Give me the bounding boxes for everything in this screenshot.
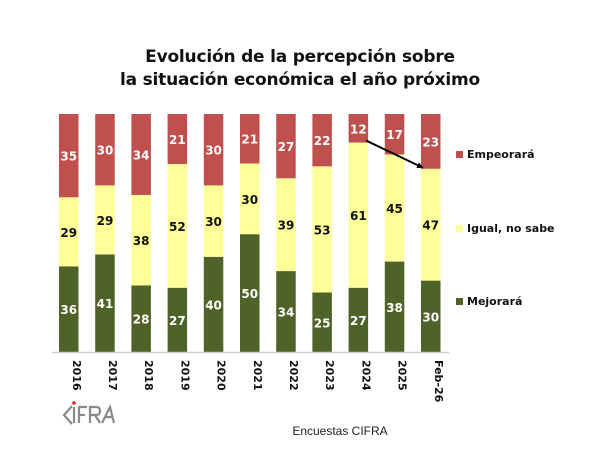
value-label: 30	[422, 310, 439, 324]
value-label: 39	[278, 219, 295, 233]
value-label: 29	[97, 214, 114, 228]
value-label: 45	[386, 202, 403, 216]
chart-title-line-2: la situación económica el año próximo	[119, 70, 480, 90]
value-label: 30	[241, 193, 258, 207]
bar-segment-empeorar--2020	[203, 114, 224, 186]
x-tick-label: 2021	[251, 360, 264, 391]
bar-segment-igual-no-sabe-2017	[95, 185, 115, 255]
value-label: 27	[350, 314, 367, 328]
bar-segment-igual-no-sabe-2023	[312, 166, 332, 293]
value-label: 52	[169, 220, 186, 234]
legend-swatch-mejorara	[456, 298, 463, 305]
x-tick-label: 2025	[396, 360, 409, 391]
bar-segment-mejorar--2018	[131, 285, 151, 352]
x-tick-label: 2018	[142, 360, 155, 391]
value-label: 38	[133, 234, 150, 248]
value-label: 27	[169, 314, 186, 328]
value-label: 61	[350, 209, 367, 223]
bar-segment-empeorar--2022	[276, 114, 296, 179]
x-tick-label: 2020	[215, 360, 228, 391]
value-label: 29	[60, 226, 77, 240]
value-label: 21	[169, 133, 186, 147]
chart-title: Evolución de la percepción sobre la situ…	[0, 46, 600, 92]
value-label: 12	[350, 122, 367, 136]
value-label: 30	[205, 144, 222, 158]
legend-item-empeorara: Empeorará	[456, 148, 535, 161]
value-label: 17	[386, 128, 403, 142]
value-label: 34	[133, 148, 150, 162]
bar-segment-mejorar--2019	[167, 287, 188, 352]
bar-segment-mejorar--2020	[203, 256, 224, 352]
value-label: 25	[314, 316, 331, 330]
x-tick-label: 2016	[70, 360, 83, 391]
value-label: 34	[278, 306, 295, 320]
x-tick-labels-group: 2016 2017 2018 2019 2020 2021 2022 2023 2024 2025…	[70, 360, 445, 403]
value-label: 38	[386, 301, 403, 315]
bar-segment-empeorar--feb-26	[421, 114, 441, 169]
x-tick-label: 2022	[287, 360, 300, 391]
bar-segment-igual-no-sabe-2016	[59, 197, 79, 267]
value-label: 40	[205, 298, 222, 312]
x-tick-label: 2017	[106, 360, 119, 391]
value-label: 21	[241, 133, 258, 147]
bar-segment-mejorar--2024	[348, 287, 369, 352]
bar-segment-empeorar--2017	[95, 114, 115, 186]
bar-segment-empeorar--2024	[348, 114, 369, 143]
bar-segment-igual-no-sabe-2024	[348, 142, 369, 288]
value-label: 22	[314, 134, 331, 148]
bar-segment-empeorar--2018	[131, 114, 151, 195]
bar-segment-empeorar--2016	[59, 114, 79, 198]
bar-segment-mejorar--feb-26	[421, 280, 441, 352]
value-label: 41	[97, 297, 114, 311]
bar-segment-mejorar--2016	[59, 266, 79, 352]
bar-segment-igual-no-sabe-2021	[240, 163, 260, 235]
bar-segment-empeorar--2023	[312, 114, 332, 167]
bar-segment-empeorar--2025	[384, 114, 405, 155]
bars-group	[59, 114, 441, 352]
legend-label-mejorara: Mejorará	[467, 295, 523, 308]
bar-segment-empeorar--2021	[240, 114, 260, 164]
value-label: 50	[241, 287, 258, 301]
bar-segment-empeorar--2019	[167, 114, 188, 164]
bar-segment-igual-no-sabe-2019	[167, 163, 188, 288]
value-label: 35	[60, 150, 77, 164]
value-labels-group: 36 29 35 41 29 30 28 38 34 27 52 21 40 30 30 50 30 21 34 39…	[60, 122, 439, 330]
bar-segment-mejorar--2022	[276, 271, 296, 352]
bar-segment-mejorar--2021	[240, 234, 260, 352]
bar-segment-igual-no-sabe-2025	[384, 154, 405, 262]
bar-segment-mejorar--2023	[312, 292, 332, 352]
value-label: 30	[205, 215, 222, 229]
bar-segment-igual-no-sabe-feb-26	[421, 168, 441, 281]
x-tick-label: 2024	[359, 360, 372, 391]
legend-label-empeorara: Empeorará	[467, 148, 535, 161]
bar-segment-mejorar--2017	[95, 254, 115, 352]
legend-swatch-igual	[456, 225, 463, 232]
legend-swatch-empeorara	[456, 151, 463, 158]
cifra-logo	[62, 401, 116, 425]
bar-segment-igual-no-sabe-2022	[276, 178, 296, 272]
value-label: 23	[422, 135, 439, 149]
value-label: 47	[422, 219, 439, 233]
legend-item-igual: Igual, no sabe	[456, 222, 555, 235]
legend-label-igual: Igual, no sabe	[467, 222, 555, 235]
x-tick-label: 2023	[323, 360, 336, 391]
chart-title-line-1: Evolución de la percepción sobre	[145, 47, 455, 67]
bar-segment-igual-no-sabe-2020	[203, 185, 224, 257]
legend-item-mejorara: Mejorará	[456, 295, 522, 308]
x-tick-label: 2019	[178, 360, 191, 391]
value-label: 28	[133, 313, 150, 327]
value-label: 30	[97, 144, 114, 158]
bar-segment-mejorar--2025	[384, 261, 405, 352]
source-note: Encuestas CIFRA	[292, 424, 388, 438]
trend-arrow	[365, 139, 424, 169]
bar-segment-igual-no-sabe-2018	[131, 194, 151, 286]
value-label: 27	[278, 140, 295, 154]
x-tick-label: Feb-26	[432, 360, 445, 403]
value-label: 53	[314, 223, 331, 237]
value-label: 36	[60, 303, 77, 317]
